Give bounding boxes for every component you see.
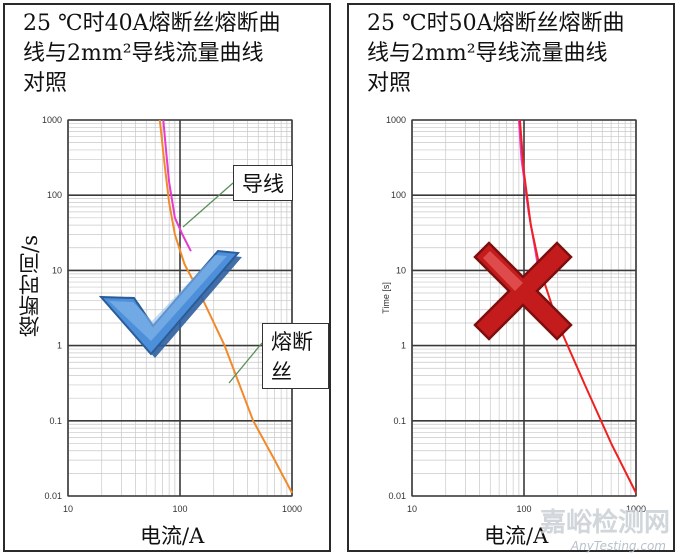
cross-mark-icon: [473, 241, 573, 341]
x-tick-label: 1000: [626, 504, 646, 514]
watermark-sub: AnyTesting.com: [570, 539, 666, 553]
y-axis-label: 熔断时间/s: [18, 235, 42, 337]
y-tick-label: 100: [391, 190, 406, 200]
x-axis-label: 电流/A: [484, 524, 549, 548]
fuse-callout: 熔断丝: [262, 323, 329, 389]
plot-area: 10 100 1000 1000 100 10 1 0.1 0.01: [42, 115, 302, 514]
y-tick-label: 1: [401, 341, 406, 351]
plot-area: 10 100 1000 1000 100 10 1 0.1 0.01 Time [s]: [381, 115, 646, 514]
y-tick-label: 0.01: [44, 491, 62, 501]
y-tick-label: 1000: [42, 115, 62, 125]
wire-callout-leader: [182, 182, 234, 228]
x-tick-label: 10: [63, 504, 73, 514]
y-tick-label: 1: [57, 341, 62, 351]
wire-callout: 导线: [233, 165, 293, 201]
fuse-callout-leader: [228, 342, 263, 384]
y-tick-label: 0.1: [49, 416, 62, 426]
x-tick-label: 100: [516, 504, 531, 514]
series-line-fuse: [158, 119, 293, 494]
y-tick-label: 0.01: [388, 491, 406, 501]
chart-panel-left: 25 ℃时40A熔断丝熔断曲 线与2mm²导线流量曲线 对照 10 100 1000…: [3, 3, 331, 552]
y-axis-label: Time [s]: [381, 282, 391, 314]
x-tick-label: 10: [407, 504, 417, 514]
title-line-3: 对照: [23, 71, 68, 96]
series-line-fuse: [518, 119, 637, 494]
y-tick-label: 1000: [386, 115, 406, 125]
y-tick-label: 10: [52, 265, 62, 275]
y-tick-label: 100: [47, 190, 62, 200]
chart-title: 25 ℃时50A熔断丝熔断曲 线与2mm²导线流量曲线 对照: [367, 9, 667, 99]
watermark: 嘉峪检测网: [539, 508, 670, 538]
title-line-1: 25 ℃时40A熔断丝熔断曲: [23, 11, 281, 36]
x-tick-label: 1000: [282, 504, 302, 514]
x-tick-label: 100: [172, 504, 187, 514]
title-line-2: 线与2mm²导线流量曲线: [23, 41, 264, 66]
y-tick-label: 0.1: [393, 416, 406, 426]
title-line-2: 线与2mm²导线流量曲线: [367, 41, 608, 66]
series-line-wire: [162, 119, 192, 252]
title-line-1: 25 ℃时50A熔断丝熔断曲: [367, 11, 625, 36]
y-tick-label: 10: [396, 265, 406, 275]
chart-panel-right: 25 ℃时50A熔断丝熔断曲 线与2mm²导线流量曲线 对照 10 100 1000…: [347, 3, 675, 552]
chart-title: 25 ℃时40A熔断丝熔断曲 线与2mm²导线流量曲线 对照: [23, 9, 323, 99]
check-mark-icon: [98, 249, 242, 358]
title-line-3: 对照: [367, 71, 412, 96]
x-axis-label: 电流/A: [140, 524, 205, 548]
